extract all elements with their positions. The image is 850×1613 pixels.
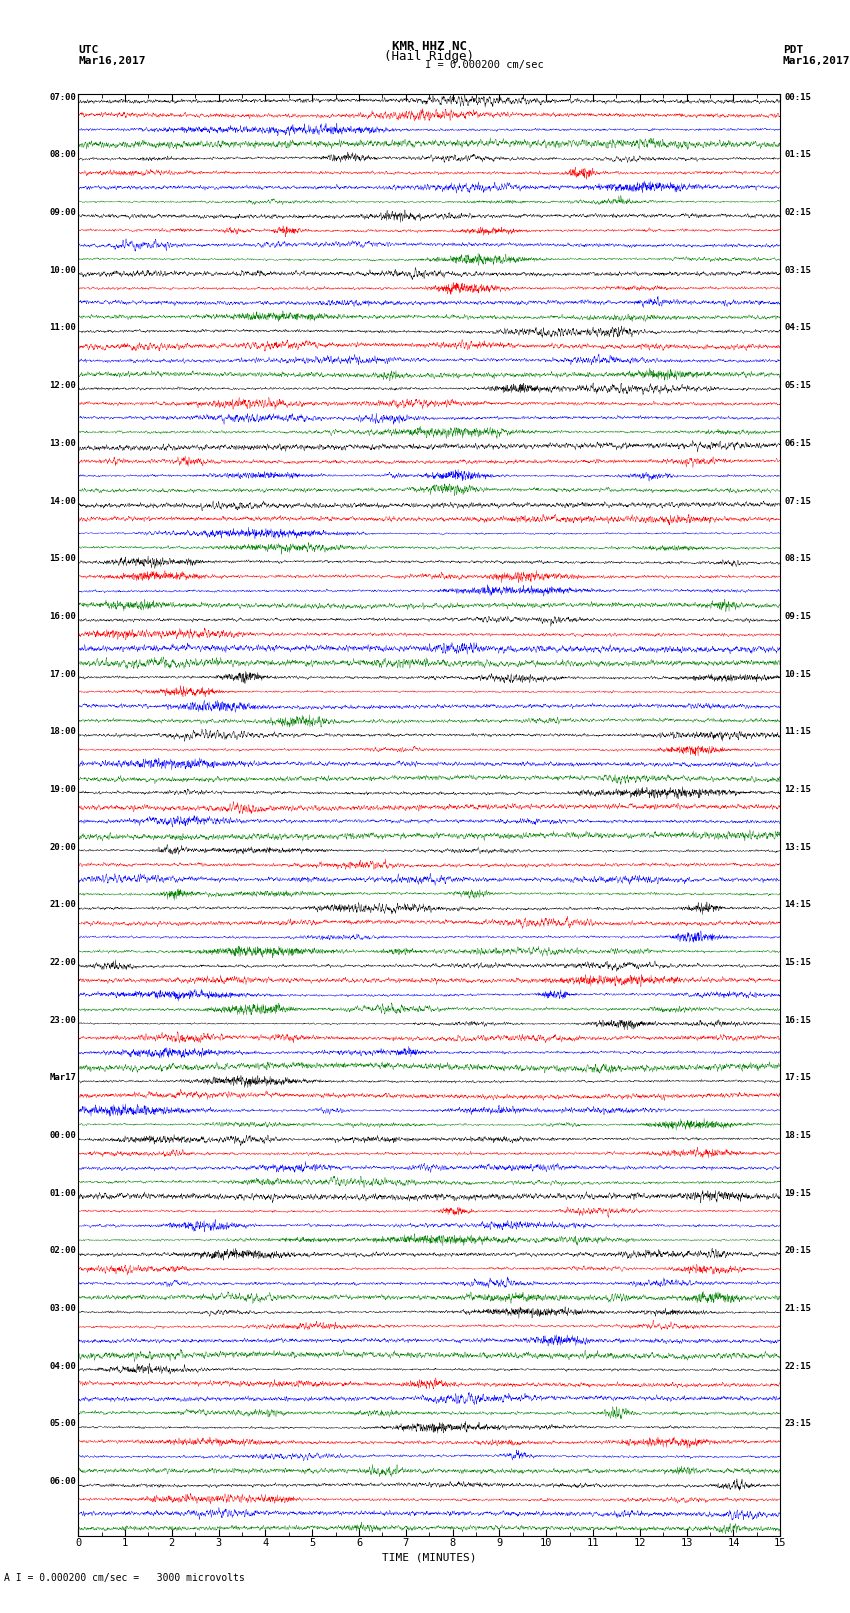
Text: 12:00: 12:00 xyxy=(49,381,76,390)
Text: 06:15: 06:15 xyxy=(785,439,812,448)
Text: A I = 0.000200 cm/sec =   3000 microvolts: A I = 0.000200 cm/sec = 3000 microvolts xyxy=(4,1573,245,1582)
Text: 15:15: 15:15 xyxy=(785,958,812,966)
Text: 16:15: 16:15 xyxy=(785,1016,812,1024)
Text: 10:00: 10:00 xyxy=(49,266,76,274)
Text: 02:00: 02:00 xyxy=(49,1247,76,1255)
Text: UTC: UTC xyxy=(78,45,99,55)
Text: 07:15: 07:15 xyxy=(785,497,812,505)
Text: 13:15: 13:15 xyxy=(785,842,812,852)
Text: KMR HHZ NC: KMR HHZ NC xyxy=(392,39,467,53)
Text: 13:00: 13:00 xyxy=(49,439,76,448)
X-axis label: TIME (MINUTES): TIME (MINUTES) xyxy=(382,1553,477,1563)
Text: 20:15: 20:15 xyxy=(785,1247,812,1255)
Text: 10:15: 10:15 xyxy=(785,669,812,679)
Text: 05:15: 05:15 xyxy=(785,381,812,390)
Text: 03:15: 03:15 xyxy=(785,266,812,274)
Text: 16:00: 16:00 xyxy=(49,611,76,621)
Text: 18:15: 18:15 xyxy=(785,1131,812,1140)
Text: 21:00: 21:00 xyxy=(49,900,76,910)
Text: 02:15: 02:15 xyxy=(785,208,812,218)
Text: 06:00: 06:00 xyxy=(49,1478,76,1486)
Text: 11:15: 11:15 xyxy=(785,727,812,736)
Text: 17:15: 17:15 xyxy=(785,1073,812,1082)
Text: 21:15: 21:15 xyxy=(785,1303,812,1313)
Text: 14:15: 14:15 xyxy=(785,900,812,910)
Text: 11:00: 11:00 xyxy=(49,324,76,332)
Text: 07:00: 07:00 xyxy=(49,94,76,102)
Text: Mar16,2017: Mar16,2017 xyxy=(783,56,850,66)
Text: 04:15: 04:15 xyxy=(785,324,812,332)
Text: 19:00: 19:00 xyxy=(49,786,76,794)
Text: 08:00: 08:00 xyxy=(49,150,76,160)
Text: 08:15: 08:15 xyxy=(785,555,812,563)
Text: 00:15: 00:15 xyxy=(785,94,812,102)
Text: 22:00: 22:00 xyxy=(49,958,76,966)
Text: 03:00: 03:00 xyxy=(49,1303,76,1313)
Text: 04:00: 04:00 xyxy=(49,1361,76,1371)
Text: 23:00: 23:00 xyxy=(49,1016,76,1024)
Text: 00:00: 00:00 xyxy=(49,1131,76,1140)
Text: 09:00: 09:00 xyxy=(49,208,76,218)
Text: 15:00: 15:00 xyxy=(49,555,76,563)
Text: 14:00: 14:00 xyxy=(49,497,76,505)
Text: 01:00: 01:00 xyxy=(49,1189,76,1198)
Text: 09:15: 09:15 xyxy=(785,611,812,621)
Text: 05:00: 05:00 xyxy=(49,1419,76,1429)
Text: (Hail Ridge): (Hail Ridge) xyxy=(384,50,474,63)
Text: I = 0.000200 cm/sec: I = 0.000200 cm/sec xyxy=(425,60,544,71)
Text: 20:00: 20:00 xyxy=(49,842,76,852)
Text: Mar17: Mar17 xyxy=(49,1073,76,1082)
Text: 22:15: 22:15 xyxy=(785,1361,812,1371)
Text: 23:15: 23:15 xyxy=(785,1419,812,1429)
Text: PDT: PDT xyxy=(783,45,803,55)
Text: 19:15: 19:15 xyxy=(785,1189,812,1198)
Text: 12:15: 12:15 xyxy=(785,786,812,794)
Text: 18:00: 18:00 xyxy=(49,727,76,736)
Text: Mar16,2017: Mar16,2017 xyxy=(78,56,145,66)
Text: 17:00: 17:00 xyxy=(49,669,76,679)
Text: 01:15: 01:15 xyxy=(785,150,812,160)
